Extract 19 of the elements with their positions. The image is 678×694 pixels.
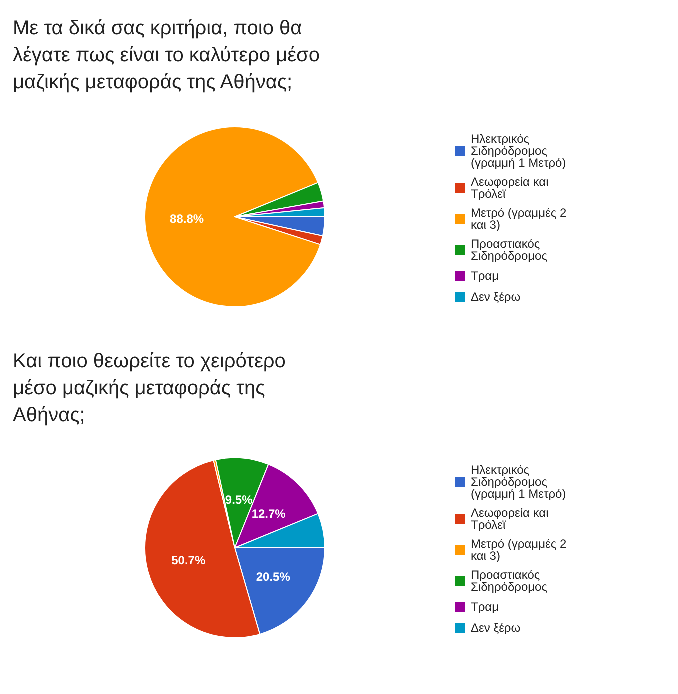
chart-title: Και ποιο θεωρείτε το χειρότερο μέσο μαζικής μεταφοράς της Αθήνας;	[13, 350, 292, 426]
legend-label: Δεν ξέρω	[471, 621, 521, 635]
legend-label: Ηλεκτρικός Σιδηρόδρομος (γραμμή 1 Μετρό)	[471, 132, 566, 170]
legend-label: Λεωφορεία και Τρόλεϊ	[471, 175, 552, 201]
chart-title: Με τα δικά σας κριτήρια, ποιο θα λέγατε πως είναι το καλύτερο μέσο μαζικής μεταφοράς της Αθήνας;	[13, 18, 326, 94]
data-label: 88.8%	[170, 212, 204, 226]
legend-label: Λεωφορεία και Τρόλεϊ	[471, 506, 552, 532]
legend-label: Προαστιακός Σιδηρόδρομος	[471, 237, 548, 263]
data-label: 9.5%	[225, 493, 254, 508]
legend-label: Ηλεκτρικός Σιδηρόδρομος (γραμμή 1 Μετρό)	[471, 463, 566, 501]
legend-label: Προαστιακός Σιδηρόδρομος	[471, 568, 548, 594]
legend-label: Τραμ	[471, 600, 500, 614]
legend-label: Δεν ξέρω	[471, 290, 521, 304]
legend-label: Μετρό (γραμμές 2 και 3)	[471, 537, 570, 563]
data-label: 12.7%	[252, 506, 286, 521]
data-label: 50.7%	[172, 553, 206, 568]
data-label: 20.5%	[256, 570, 291, 584]
legend-label: Μετρό (γραμμές 2 και 3)	[471, 206, 570, 232]
legend-label: Τραμ	[471, 269, 500, 283]
